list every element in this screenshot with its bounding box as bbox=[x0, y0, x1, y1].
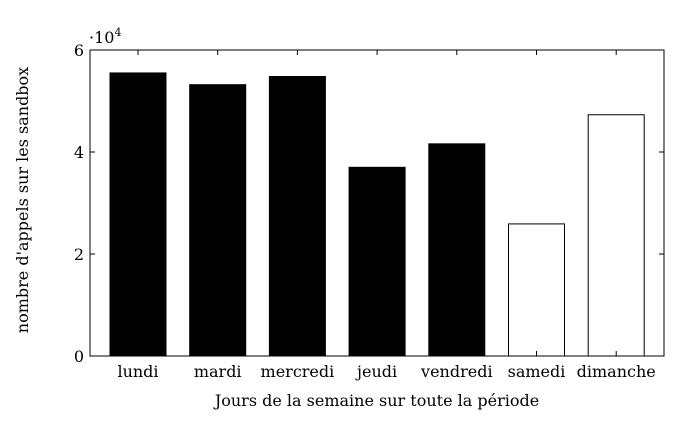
y-tick-label-2: 2 bbox=[74, 245, 84, 264]
x-tick-label-mardi: mardi bbox=[194, 362, 242, 381]
y-scale-base: ·10 bbox=[89, 28, 114, 47]
x-axis-label: Jours de la semaine sur toute la période bbox=[213, 391, 539, 410]
x-tick-label-jeudi: jeudi bbox=[355, 362, 397, 381]
bar-vendredi bbox=[428, 143, 486, 357]
x-ticks-group: lundi mardi mercredi jeudi vendredi samedi dim… bbox=[117, 50, 656, 381]
x-tick-label-mercredi: mercredi bbox=[261, 362, 335, 381]
bar-lundi bbox=[109, 72, 167, 357]
x-tick-label-dimanche: dimanche bbox=[577, 362, 656, 381]
x-tick-label-vendredi: vendredi bbox=[420, 362, 493, 381]
bar-samedi bbox=[508, 223, 565, 357]
bar-dimanche bbox=[587, 114, 645, 357]
plot-frame bbox=[89, 49, 665, 357]
x-tick-label-lundi: lundi bbox=[117, 362, 158, 381]
y-tick-label-0: 0 bbox=[74, 347, 84, 366]
bar-jeudi bbox=[348, 166, 406, 357]
y-tick-label-6: 6 bbox=[74, 41, 84, 60]
y-tick-label-4: 4 bbox=[74, 143, 84, 162]
bars-group bbox=[109, 72, 645, 357]
bar-mardi bbox=[189, 84, 247, 357]
y-scale-multiplier: ·104 bbox=[89, 26, 121, 47]
y-scale-exponent: 4 bbox=[114, 26, 121, 39]
x-tick-label-samedi: samedi bbox=[508, 362, 566, 381]
bar-mercredi bbox=[268, 76, 326, 357]
y-axis-label: nombre d'appels sur les sandbox bbox=[13, 67, 32, 333]
